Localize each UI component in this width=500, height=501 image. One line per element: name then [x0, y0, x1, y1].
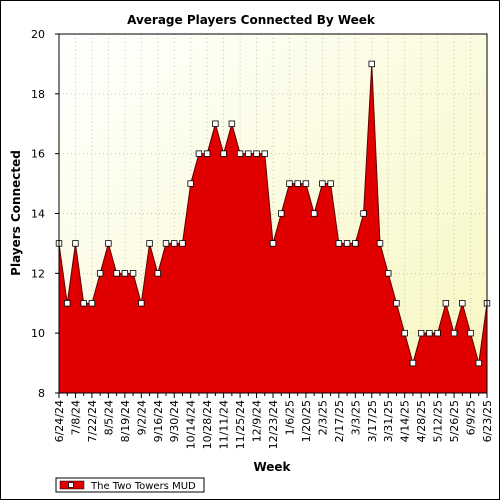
data-point [393, 300, 400, 307]
data-point [319, 180, 326, 187]
data-point [442, 300, 450, 307]
x-tick-label: 6/24/24 [53, 400, 66, 442]
data-point [286, 180, 293, 187]
data-point [228, 120, 236, 127]
y-axis-title: Players Connected [9, 150, 23, 276]
data-point [64, 300, 71, 307]
x-tick-label: 12/23/24 [267, 400, 280, 449]
data-point [113, 270, 120, 277]
data-point [475, 359, 482, 367]
x-tick-label: 5/26/25 [448, 400, 461, 442]
x-tick-label: 3/17/25 [366, 400, 379, 442]
x-tick-label: 11/11/24 [218, 400, 231, 449]
data-point [154, 270, 161, 277]
data-point [450, 329, 458, 337]
data-point [105, 240, 112, 247]
data-point [352, 240, 359, 247]
data-point [434, 329, 441, 337]
data-point [335, 240, 343, 247]
x-axis-ticks: 6/24/24 7/8/24 7/22/24 8/5/24 8/19/24 9/2/24 9… [53, 393, 494, 449]
data-point [368, 60, 375, 68]
data-point [409, 359, 417, 367]
x-tick-label: 6/23/25 [481, 400, 494, 442]
x-tick-label: 1/6/25 [283, 400, 296, 435]
data-point [179, 240, 186, 247]
data-point [426, 329, 433, 337]
x-tick-label: 9/2/24 [135, 400, 148, 435]
data-point [96, 270, 104, 277]
data-point [171, 240, 178, 247]
legend-marker [68, 482, 74, 488]
data-point [261, 150, 268, 157]
data-point [129, 270, 137, 277]
x-tick-label: 10/14/24 [185, 400, 198, 449]
legend-label: The Two Towers MUD [90, 481, 196, 492]
data-point [401, 329, 408, 337]
data-point [327, 180, 334, 187]
x-tick-label: 3/31/25 [382, 400, 395, 442]
x-tick-label: 10/28/24 [201, 400, 214, 449]
data-point [467, 329, 474, 337]
y-tick-label: 8 [38, 387, 45, 400]
data-point [195, 150, 203, 157]
x-tick-label: 11/25/24 [234, 400, 247, 449]
y-axis-ticks: 8 10 12 14 16 18 20 [31, 28, 59, 400]
data-point [459, 300, 466, 307]
data-point [310, 210, 318, 217]
x-tick-label: 4/14/25 [399, 400, 412, 442]
y-tick-label: 20 [31, 28, 45, 41]
data-points [55, 60, 491, 367]
data-point [376, 240, 384, 247]
x-tick-label: 4/28/25 [415, 400, 428, 442]
data-point [72, 240, 79, 247]
x-tick-label: 8/19/24 [119, 400, 132, 442]
x-tick-label: 7/8/24 [69, 400, 82, 435]
x-tick-label: 6/9/25 [465, 400, 478, 435]
legend: The Two Towers MUD [55, 477, 205, 493]
data-point [294, 180, 301, 187]
data-point [360, 210, 367, 217]
data-point [385, 270, 392, 277]
data-point [236, 150, 244, 157]
data-point [88, 300, 96, 307]
data-point [121, 270, 129, 277]
data-point [212, 120, 219, 127]
data-point [343, 240, 351, 247]
data-point [417, 329, 425, 337]
data-point [220, 150, 227, 157]
data-point [138, 300, 145, 307]
y-tick-label: 16 [31, 148, 45, 161]
data-point [302, 180, 310, 187]
y-tick-label: 18 [31, 88, 45, 101]
data-point [146, 240, 153, 247]
x-tick-label: 5/12/25 [432, 400, 445, 442]
x-tick-label: 9/16/24 [152, 400, 165, 442]
y-tick-label: 14 [31, 208, 45, 221]
x-tick-label: 1/20/25 [300, 400, 313, 442]
data-point [187, 180, 194, 187]
data-point [278, 210, 285, 217]
data-point [269, 240, 277, 247]
legend-box [55, 477, 205, 493]
data-point [253, 150, 260, 157]
data-point [203, 150, 211, 157]
x-tick-label: 2/17/25 [333, 400, 346, 442]
y-tick-label: 12 [31, 267, 45, 280]
x-tick-label: 9/30/24 [168, 400, 181, 442]
data-point [245, 150, 252, 157]
x-tick-label: 2/3/25 [316, 400, 329, 435]
x-tick-label: 3/3/25 [349, 400, 362, 435]
chart-title: Average Players Connected By Week [127, 13, 376, 27]
x-tick-label: 7/22/24 [86, 400, 99, 442]
x-axis-title: Week [253, 460, 291, 474]
x-tick-label: 8/5/24 [102, 400, 115, 435]
x-tick-label: 12/9/24 [251, 400, 264, 442]
data-point [162, 240, 170, 247]
data-point [80, 300, 87, 307]
y-tick-label: 10 [31, 327, 45, 340]
